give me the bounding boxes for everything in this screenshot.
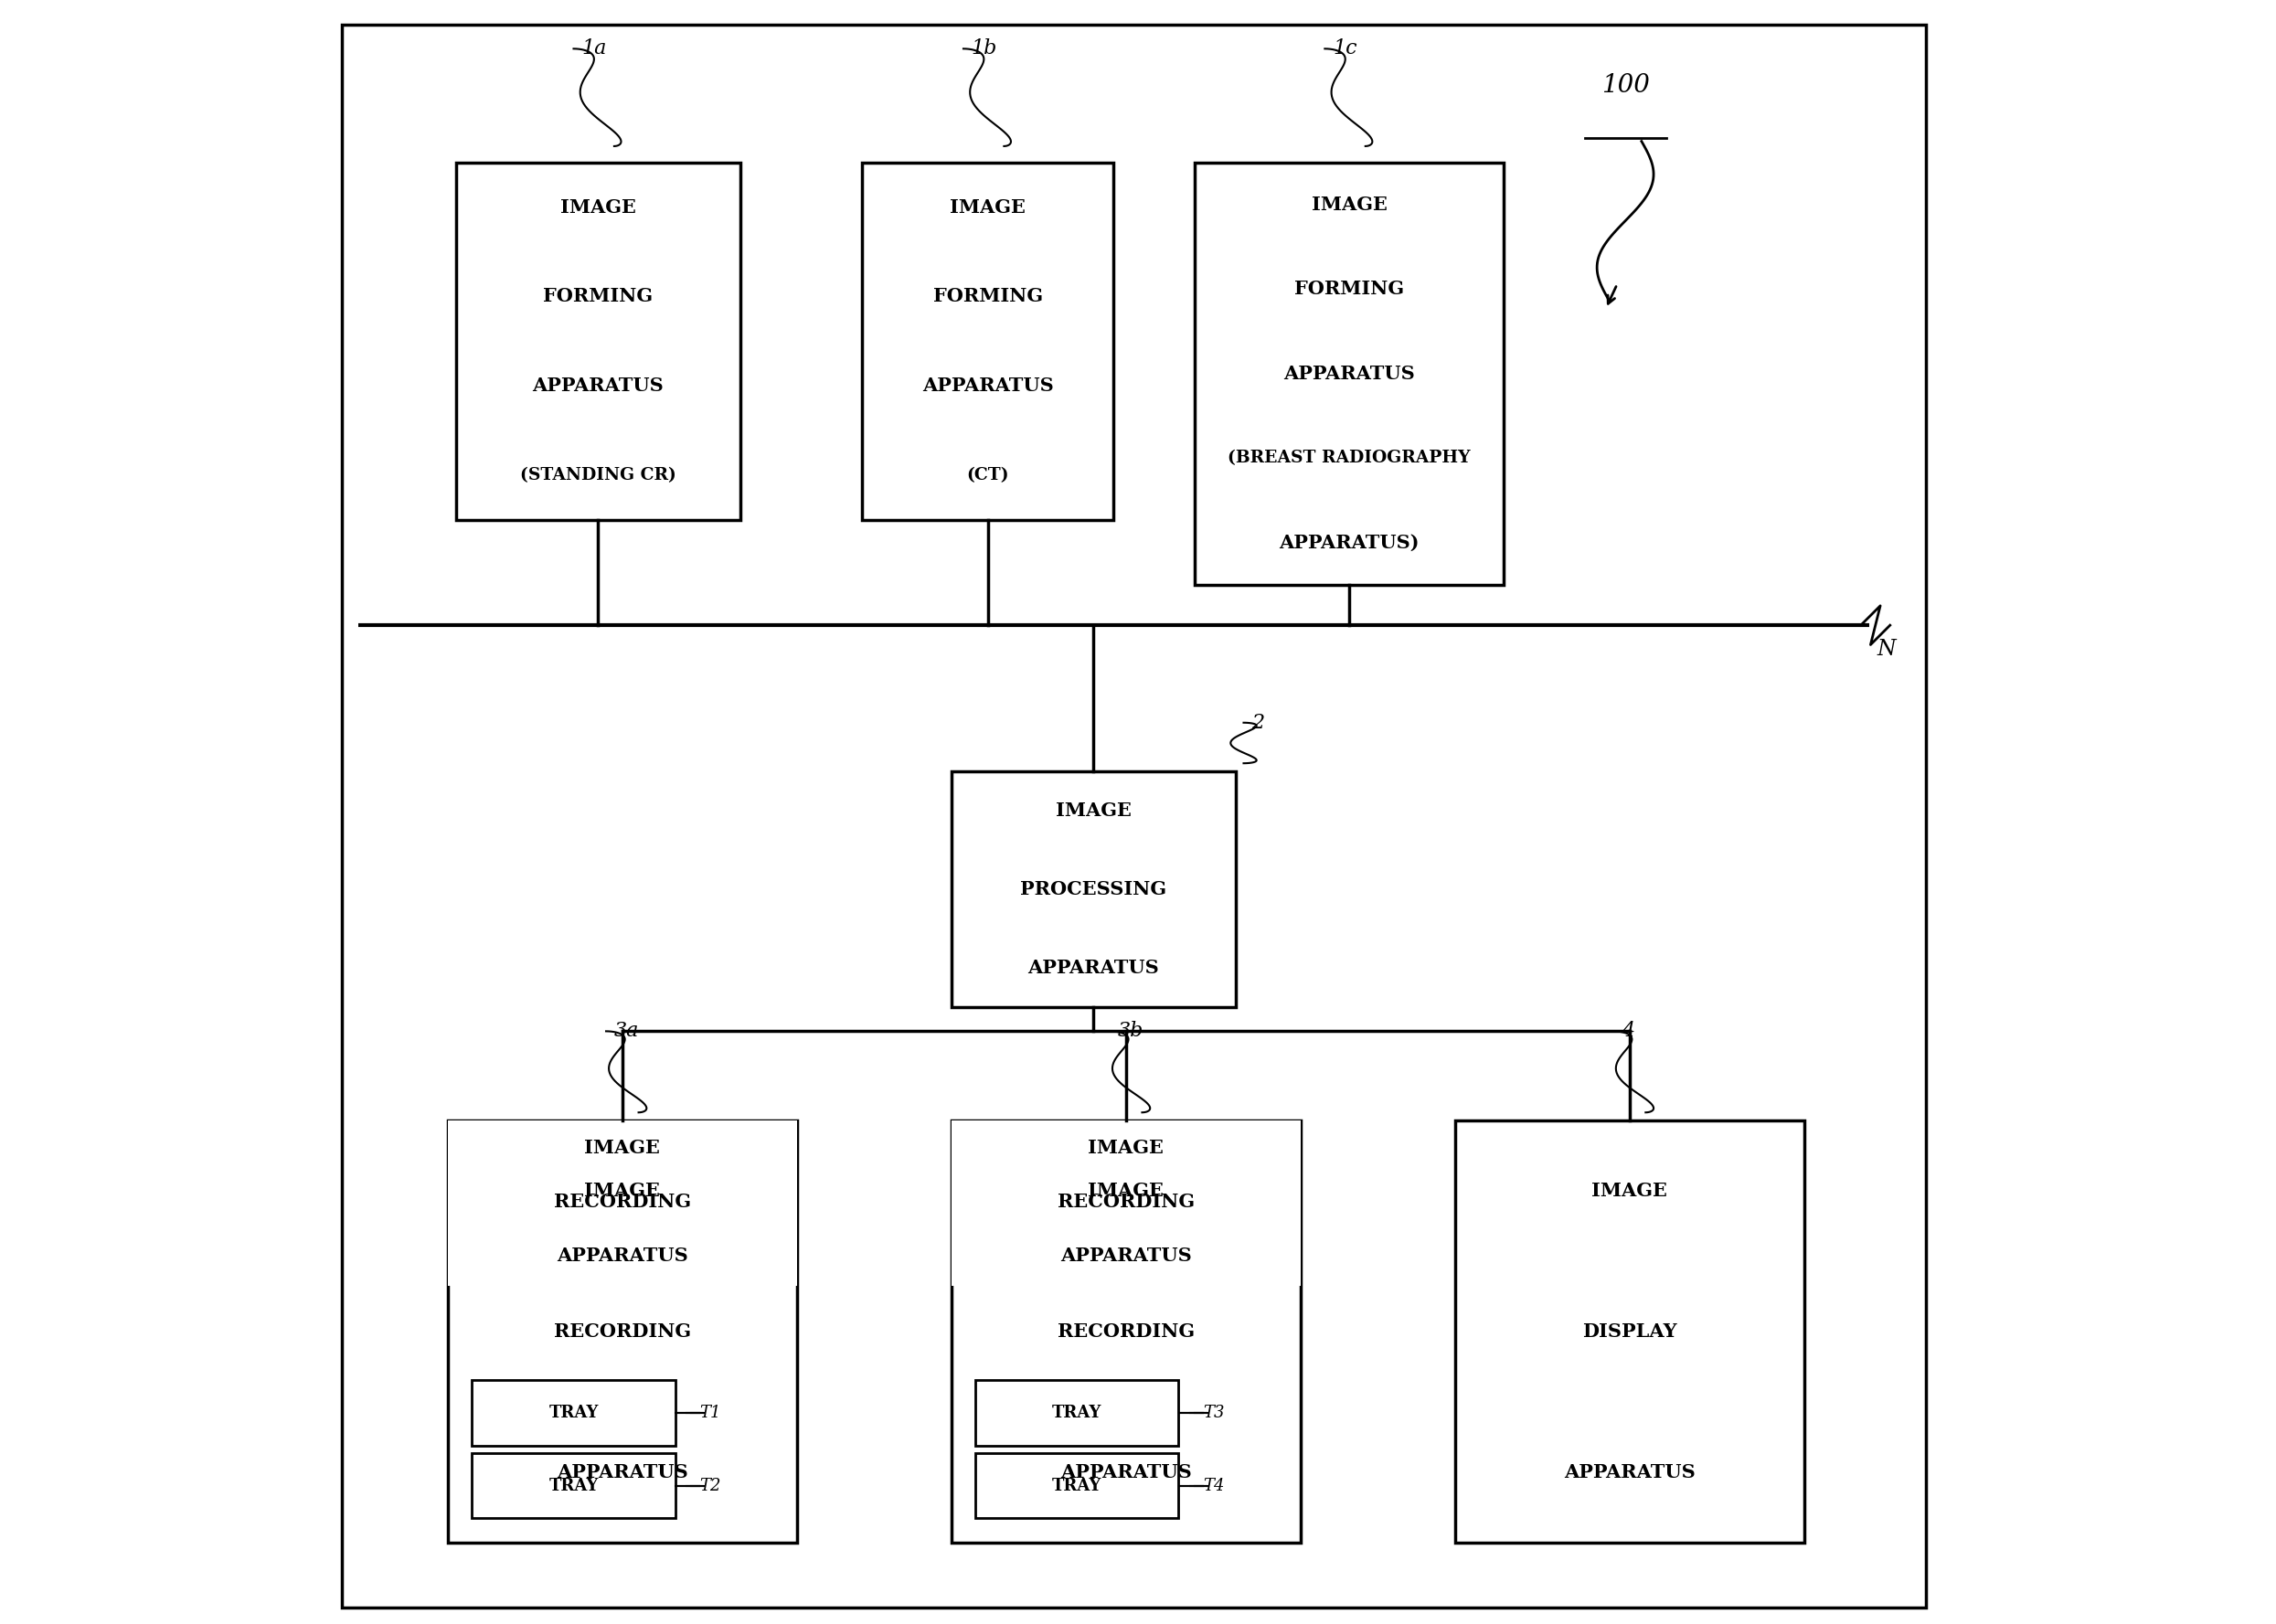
Text: 1c: 1c (1334, 39, 1356, 58)
Bar (455, 162, 740, 520)
Text: IMAGE: IMAGE (1088, 1182, 1163, 1200)
Text: APPARATUS: APPARATUS (1284, 364, 1416, 383)
Text: T3: T3 (1204, 1405, 1224, 1421)
Text: IMAGE: IMAGE (585, 1138, 660, 1156)
Text: IMAGE: IMAGE (1591, 1182, 1668, 1200)
Text: RECORDING: RECORDING (553, 1322, 692, 1341)
Text: TRAY: TRAY (549, 1405, 599, 1421)
Text: FORMING: FORMING (544, 287, 653, 305)
Text: APPARATUS: APPARATUS (1061, 1247, 1193, 1265)
Bar (448, 1121, 797, 1543)
Text: TRAY: TRAY (1052, 1478, 1102, 1494)
Text: N: N (1878, 640, 1896, 659)
Text: IMAGE: IMAGE (560, 198, 635, 216)
Text: T4: T4 (1204, 1478, 1224, 1494)
Text: APPARATUS: APPARATUS (533, 377, 665, 395)
Text: IMAGE: IMAGE (1088, 1138, 1163, 1156)
Text: T2: T2 (699, 1478, 721, 1494)
Text: FORMING: FORMING (933, 287, 1042, 305)
Text: (CT): (CT) (967, 466, 1008, 484)
Text: RECORDING: RECORDING (553, 1192, 692, 1212)
Text: APPARATUS): APPARATUS) (1279, 533, 1420, 552)
Bar (471, 1380, 676, 1445)
Text: T1: T1 (699, 1405, 721, 1421)
Text: IMAGE: IMAGE (1311, 195, 1386, 214)
Text: RECORDING: RECORDING (1058, 1322, 1195, 1341)
Text: IMAGE: IMAGE (585, 1182, 660, 1200)
Text: 4: 4 (1621, 1021, 1634, 1041)
Text: (STANDING CR): (STANDING CR) (519, 466, 676, 484)
Bar (1195, 162, 1504, 585)
Text: 1a: 1a (583, 39, 608, 58)
Bar (951, 1121, 1300, 1286)
Text: FORMING: FORMING (1295, 279, 1404, 299)
Text: APPARATUS: APPARATUS (1564, 1463, 1696, 1481)
Text: RECORDING: RECORDING (1058, 1192, 1195, 1212)
Text: IMAGE: IMAGE (1056, 802, 1131, 820)
Bar (471, 1453, 676, 1518)
Text: APPARATUS: APPARATUS (558, 1463, 687, 1481)
Text: PROCESSING: PROCESSING (1020, 880, 1168, 898)
Text: 2: 2 (1252, 713, 1265, 732)
Text: TRAY: TRAY (1052, 1405, 1102, 1421)
Text: DISPLAY: DISPLAY (1582, 1322, 1677, 1341)
Bar (976, 1453, 1179, 1518)
Text: 3b: 3b (1118, 1021, 1143, 1041)
Text: APPARATUS: APPARATUS (558, 1247, 687, 1265)
Text: 3a: 3a (615, 1021, 640, 1041)
Bar (976, 1380, 1179, 1445)
Text: APPARATUS: APPARATUS (922, 377, 1054, 395)
Text: APPARATUS: APPARATUS (1029, 958, 1158, 976)
Bar (951, 1121, 1300, 1543)
Bar (951, 771, 1236, 1007)
Text: IMAGE: IMAGE (949, 198, 1026, 216)
Text: TRAY: TRAY (549, 1478, 599, 1494)
Bar (1454, 1121, 1805, 1543)
Text: APPARATUS: APPARATUS (1061, 1463, 1193, 1481)
Bar (448, 1121, 797, 1286)
Text: 100: 100 (1600, 73, 1650, 97)
Bar (863, 162, 1113, 520)
Text: (BREAST RADIOGRAPHY: (BREAST RADIOGRAPHY (1227, 450, 1470, 466)
Text: 1b: 1b (972, 39, 997, 58)
